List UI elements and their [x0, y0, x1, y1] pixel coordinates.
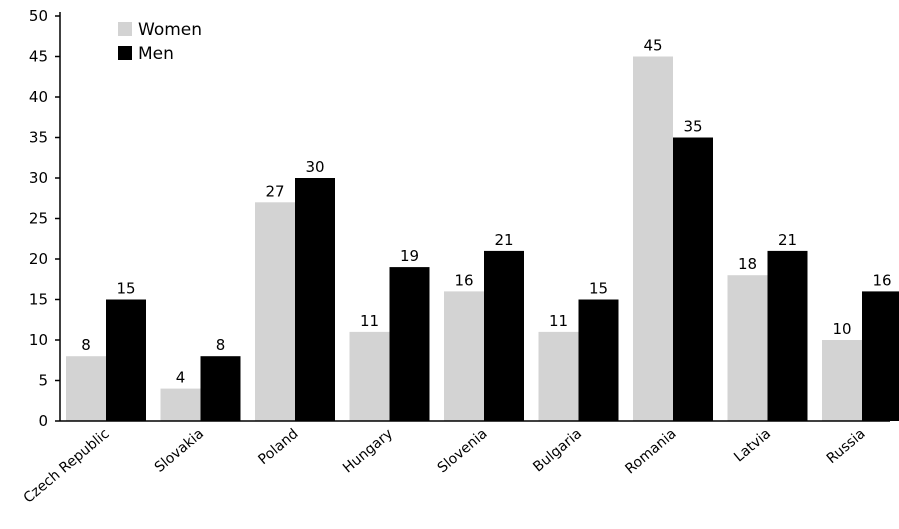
- y-tick-label: 20: [29, 250, 48, 268]
- x-tick-label: Hungary: [340, 426, 396, 477]
- data-label: 11: [360, 312, 379, 330]
- y-tick-label: 45: [29, 48, 48, 66]
- data-label: 4: [176, 369, 186, 387]
- data-label: 21: [494, 231, 513, 249]
- x-tick-label: Slovakia: [152, 426, 207, 476]
- bar-women-hungary: [349, 331, 390, 421]
- data-label: 16: [872, 271, 891, 289]
- x-tick-label: Latvia: [731, 426, 774, 466]
- bar-women-romania: [633, 56, 673, 421]
- y-tick-label: 30: [29, 169, 48, 187]
- bar-men-hungary: [389, 267, 430, 421]
- x-tick-label: Poland: [255, 426, 301, 468]
- data-label: 45: [643, 37, 662, 55]
- y-tick-label: 0: [38, 412, 48, 430]
- data-label: 11: [549, 312, 568, 330]
- legend-label-women: Women: [138, 20, 202, 40]
- bar-men-slovakia: [200, 356, 241, 421]
- y-tick-label: 5: [38, 372, 48, 390]
- data-label: 16: [454, 271, 473, 289]
- bar-men-romania: [673, 137, 713, 421]
- legend-label-men: Men: [138, 44, 174, 64]
- x-axis: Czech Republic Slovakia Poland Hungary Slove…: [21, 420, 890, 507]
- legend-swatch-women: [118, 22, 132, 36]
- data-label: 10: [832, 320, 851, 338]
- bar-women-russia: [822, 340, 862, 421]
- data-label: 8: [216, 336, 226, 354]
- x-tick-label: Russia: [824, 426, 869, 467]
- data-label: 15: [589, 280, 608, 298]
- bar-women-poland: [255, 202, 295, 421]
- data-label: 35: [683, 118, 702, 136]
- data-label: 15: [116, 280, 135, 298]
- data-label: 18: [738, 255, 757, 273]
- data-labels: 8 15 4 8 27 30 11 19 16 21 11 15 45 35 18 21 10 16: [81, 37, 891, 387]
- bars: [66, 56, 899, 421]
- data-label: 27: [265, 182, 284, 200]
- legend: Women Men: [118, 20, 202, 64]
- y-axis: 0 5 10 15 20 25 30 35 40 45 50: [29, 7, 61, 430]
- x-tick-label: Bulgaria: [530, 426, 585, 476]
- bar-men-slovenia: [484, 250, 524, 421]
- legend-swatch-men: [118, 46, 132, 60]
- data-label: 30: [305, 158, 324, 176]
- bar-women-latvia: [727, 275, 768, 421]
- y-tick-label: 25: [29, 210, 48, 228]
- y-tick-label: 35: [29, 129, 48, 147]
- y-tick-label: 15: [29, 291, 48, 309]
- bar-women-slovakia: [160, 388, 201, 421]
- bar-men-latvia: [767, 250, 808, 421]
- y-tick-label: 50: [29, 7, 48, 25]
- x-tick-label: Czech Republic: [21, 426, 113, 507]
- bar-men-czech-republic: [106, 299, 146, 421]
- x-tick-label: Slovenia: [435, 426, 491, 477]
- bar-women-slovenia: [444, 291, 484, 421]
- x-tick-label: Romania: [622, 426, 679, 478]
- data-label: 21: [778, 231, 797, 249]
- data-label: 8: [81, 336, 91, 354]
- bar-women-czech-republic: [66, 356, 106, 421]
- bar-women-bulgaria: [538, 331, 579, 421]
- bar-men-russia: [862, 291, 899, 421]
- bar-men-poland: [295, 178, 335, 421]
- y-tick-label: 10: [29, 331, 48, 349]
- y-tick-label: 40: [29, 88, 48, 106]
- data-label: 19: [400, 247, 419, 265]
- bar-men-bulgaria: [578, 299, 619, 421]
